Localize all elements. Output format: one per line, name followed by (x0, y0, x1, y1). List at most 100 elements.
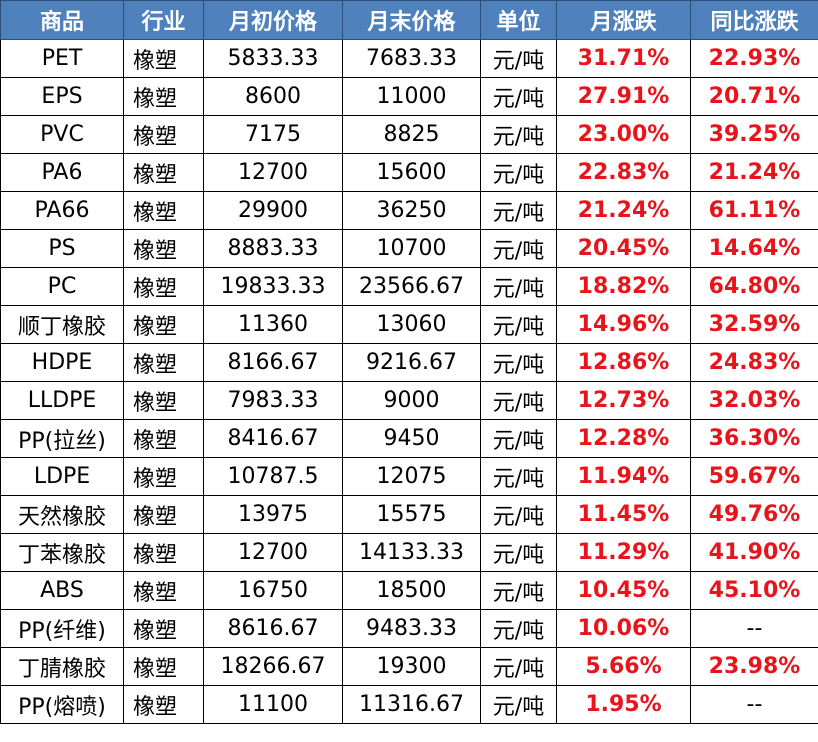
table-row: PP(拉丝) 橡塑 8416.67 9450 元/吨 12.28% 36.30% (0, 419, 818, 458)
start-price-cell: 8166.67 (203, 343, 343, 382)
end-price-cell: 8825 (342, 115, 481, 154)
industry-cell: 橡塑 (123, 495, 204, 534)
monthly-change-cell: 11.94% (556, 457, 691, 496)
commodity-cell: 丁苯橡胶 (0, 533, 124, 572)
commodity-cell: 丁腈橡胶 (0, 647, 124, 686)
unit-cell: 元/吨 (480, 457, 557, 496)
industry-cell: 橡塑 (123, 305, 204, 344)
end-price-cell: 9000 (342, 381, 481, 420)
industry-cell: 橡塑 (123, 609, 204, 648)
monthly-change-cell: 12.28% (556, 419, 691, 458)
commodity-cell: PS (0, 229, 124, 268)
start-price-cell: 18266.67 (203, 647, 343, 686)
table-row: ABS 橡塑 16750 18500 元/吨 10.45% 45.10% (0, 571, 818, 610)
industry-cell: 橡塑 (123, 229, 204, 268)
monthly-change-cell: 14.96% (556, 305, 691, 344)
industry-cell: 橡塑 (123, 381, 204, 420)
industry-cell: 橡塑 (123, 685, 204, 724)
monthly-change-cell: 12.73% (556, 381, 691, 420)
header-commodity: 商品 (0, 0, 124, 40)
header-yoy-change: 同比涨跌 (690, 0, 818, 40)
unit-cell: 元/吨 (480, 267, 557, 306)
unit-cell: 元/吨 (480, 305, 557, 344)
yoy-change-cell: 21.24% (690, 153, 818, 192)
unit-cell: 元/吨 (480, 77, 557, 116)
unit-cell: 元/吨 (480, 381, 557, 420)
end-price-cell: 11000 (342, 77, 481, 116)
table-row: 丁腈橡胶 橡塑 18266.67 19300 元/吨 5.66% 23.98% (0, 647, 818, 686)
unit-cell: 元/吨 (480, 685, 557, 724)
industry-cell: 橡塑 (123, 571, 204, 610)
monthly-change-cell: 10.06% (556, 609, 691, 648)
header-monthly-change: 月涨跌 (556, 0, 691, 40)
end-price-cell: 7683.33 (342, 39, 481, 78)
end-price-cell: 10700 (342, 229, 481, 268)
monthly-change-cell: 23.00% (556, 115, 691, 154)
start-price-cell: 8416.67 (203, 419, 343, 458)
industry-cell: 橡塑 (123, 39, 204, 78)
yoy-change-cell: 23.98% (690, 647, 818, 686)
commodity-cell: PET (0, 39, 124, 78)
table-row: PA6 橡塑 12700 15600 元/吨 22.83% 21.24% (0, 153, 818, 192)
start-price-cell: 12700 (203, 533, 343, 572)
table-row: LDPE 橡塑 10787.5 12075 元/吨 11.94% 59.67% (0, 457, 818, 496)
table-header: 商品 行业 月初价格 月末价格 单位 月涨跌 同比涨跌 (0, 0, 818, 40)
end-price-cell: 9216.67 (342, 343, 481, 382)
table-row: PC 橡塑 19833.33 23566.67 元/吨 18.82% 64.80% (0, 267, 818, 306)
start-price-cell: 29900 (203, 191, 343, 230)
yoy-change-cell: 59.67% (690, 457, 818, 496)
end-price-cell: 18500 (342, 571, 481, 610)
end-price-cell: 12075 (342, 457, 481, 496)
industry-cell: 橡塑 (123, 343, 204, 382)
start-price-cell: 7983.33 (203, 381, 343, 420)
commodity-cell: ABS (0, 571, 124, 610)
yoy-change-cell: 14.64% (690, 229, 818, 268)
monthly-change-cell: 18.82% (556, 267, 691, 306)
monthly-change-cell: 1.95% (556, 685, 691, 724)
end-price-cell: 11316.67 (342, 685, 481, 724)
table-row: LLDPE 橡塑 7983.33 9000 元/吨 12.73% 32.03% (0, 381, 818, 420)
yoy-change-cell: 45.10% (690, 571, 818, 610)
industry-cell: 橡塑 (123, 267, 204, 306)
end-price-cell: 14133.33 (342, 533, 481, 572)
end-price-cell: 36250 (342, 191, 481, 230)
monthly-change-cell: 11.29% (556, 533, 691, 572)
yoy-change-cell: -- (690, 609, 818, 648)
commodity-cell: 天然橡胶 (0, 495, 124, 534)
end-price-cell: 9483.33 (342, 609, 481, 648)
commodity-cell: PA6 (0, 153, 124, 192)
yoy-change-cell: 20.71% (690, 77, 818, 116)
commodity-cell: LLDPE (0, 381, 124, 420)
yoy-change-cell: 32.03% (690, 381, 818, 420)
start-price-cell: 10787.5 (203, 457, 343, 496)
yoy-change-cell: 61.11% (690, 191, 818, 230)
end-price-cell: 23566.67 (342, 267, 481, 306)
unit-cell: 元/吨 (480, 39, 557, 78)
monthly-change-cell: 10.45% (556, 571, 691, 610)
table-row: HDPE 橡塑 8166.67 9216.67 元/吨 12.86% 24.83% (0, 343, 818, 382)
commodity-cell: PC (0, 267, 124, 306)
start-price-cell: 7175 (203, 115, 343, 154)
unit-cell: 元/吨 (480, 533, 557, 572)
industry-cell: 橡塑 (123, 647, 204, 686)
table-row: 顺丁橡胶 橡塑 11360 13060 元/吨 14.96% 32.59% (0, 305, 818, 344)
monthly-change-cell: 20.45% (556, 229, 691, 268)
header-unit: 单位 (480, 0, 557, 40)
start-price-cell: 5833.33 (203, 39, 343, 78)
start-price-cell: 12700 (203, 153, 343, 192)
start-price-cell: 13975 (203, 495, 343, 534)
commodity-cell: HDPE (0, 343, 124, 382)
unit-cell: 元/吨 (480, 609, 557, 648)
unit-cell: 元/吨 (480, 115, 557, 154)
industry-cell: 橡塑 (123, 533, 204, 572)
unit-cell: 元/吨 (480, 229, 557, 268)
yoy-change-cell: 22.93% (690, 39, 818, 78)
table-row: PS 橡塑 8883.33 10700 元/吨 20.45% 14.64% (0, 229, 818, 268)
monthly-change-cell: 11.45% (556, 495, 691, 534)
start-price-cell: 16750 (203, 571, 343, 610)
commodity-cell: PP(拉丝) (0, 419, 124, 458)
header-row: 商品 行业 月初价格 月末价格 单位 月涨跌 同比涨跌 (0, 0, 818, 40)
table-row: 天然橡胶 橡塑 13975 15575 元/吨 11.45% 49.76% (0, 495, 818, 534)
unit-cell: 元/吨 (480, 153, 557, 192)
yoy-change-cell: 49.76% (690, 495, 818, 534)
